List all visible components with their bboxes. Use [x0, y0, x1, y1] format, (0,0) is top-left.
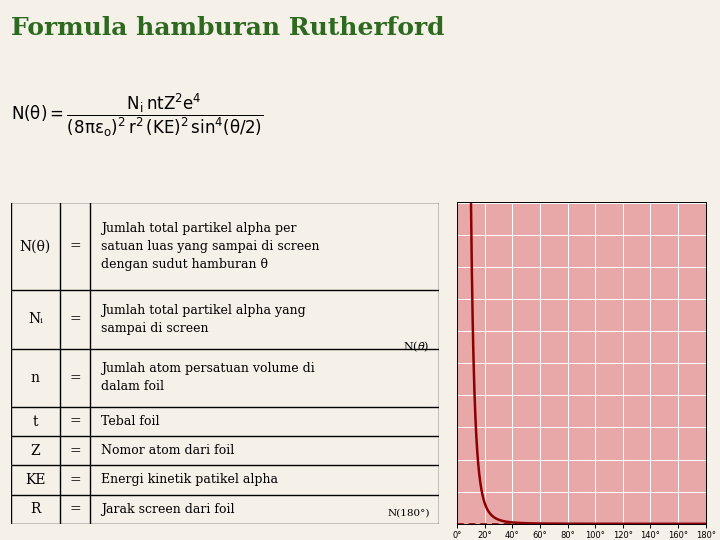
Text: Jumlah total partikel alpha per
satuan luas yang sampai di screen
dengan sudut h: Jumlah total partikel alpha per satuan l… [101, 222, 319, 271]
Text: =: = [69, 415, 81, 429]
Text: n: n [31, 371, 40, 385]
Text: N($\theta$): N($\theta$) [402, 340, 429, 354]
Text: Formula hamburan Rutherford: Formula hamburan Rutherford [11, 16, 444, 40]
Text: =: = [69, 502, 81, 516]
Text: Nomor atom dari foil: Nomor atom dari foil [101, 444, 234, 457]
Text: Jumlah total partikel alpha yang
sampai di screen: Jumlah total partikel alpha yang sampai … [101, 304, 305, 335]
Text: $\mathrm{N(\theta) = \dfrac{N_i\,ntZ^2e^4}{(8\pi\varepsilon_o)^2\,r^2\,(KE)^2\,s: $\mathrm{N(\theta) = \dfrac{N_i\,ntZ^2e^… [11, 92, 264, 139]
Text: Jarak screen dari foil: Jarak screen dari foil [101, 503, 234, 516]
Text: =: = [69, 444, 81, 458]
Text: Nᵢ: Nᵢ [28, 312, 43, 326]
Text: =: = [69, 371, 81, 385]
Text: N(θ): N(θ) [20, 239, 51, 253]
Text: t: t [32, 415, 38, 429]
Text: =: = [69, 239, 81, 253]
Text: N(180°): N(180°) [387, 508, 430, 517]
Text: KE: KE [25, 473, 45, 487]
Text: Jumlah atom persatuan volume di
dalam foil: Jumlah atom persatuan volume di dalam fo… [101, 362, 315, 393]
Text: =: = [69, 312, 81, 326]
Text: Tebal foil: Tebal foil [101, 415, 159, 428]
Text: Energi kinetik patikel alpha: Energi kinetik patikel alpha [101, 474, 278, 487]
Text: Z: Z [31, 444, 40, 458]
Text: =: = [69, 473, 81, 487]
Text: R: R [30, 502, 40, 516]
